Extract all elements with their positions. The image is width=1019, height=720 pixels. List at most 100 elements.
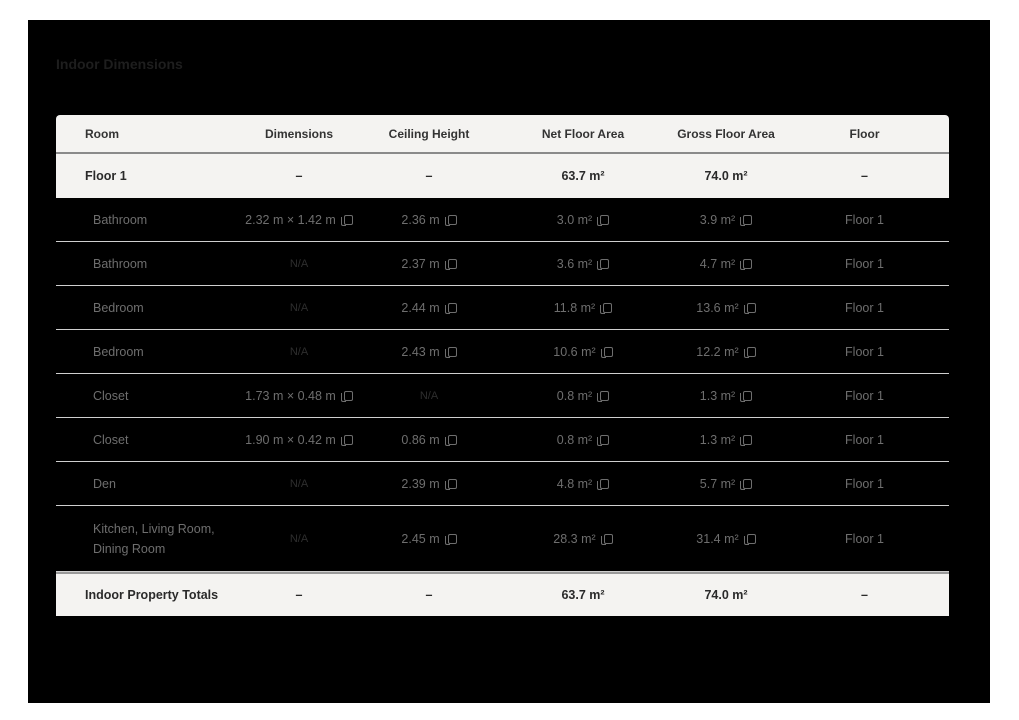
dimensions-cell: 2.32 m × 1.42 m <box>234 213 364 227</box>
floor: Floor 1 <box>845 256 884 271</box>
table-row: Bedroom N/A 2.44 m 11.8 m² 13.6 m² Floor 1 <box>56 286 949 330</box>
floor-ceiling: – <box>425 169 433 183</box>
ceiling-height: 2.36 m <box>401 212 440 227</box>
floor-name: Floor 1 <box>85 169 127 183</box>
floor-net-area: 63.7 m² <box>561 169 605 183</box>
copy-icon[interactable] <box>746 346 756 357</box>
floor-cell: Floor 1 <box>780 433 949 447</box>
copy-icon[interactable] <box>603 533 613 544</box>
floor-cell: Floor 1 <box>780 257 949 271</box>
net-floor-area: 3.6 m² <box>556 256 593 271</box>
copy-icon[interactable] <box>603 346 613 357</box>
copy-icon[interactable] <box>343 434 353 445</box>
table-row: Closet 1.73 m × 0.48 m N/A 0.8 m² 1.3 m² Floo… <box>56 374 949 418</box>
dimensions: 2.32 m × 1.42 m <box>245 212 336 227</box>
dimensions-cell: N/A <box>234 533 364 545</box>
room-name: Closet <box>93 432 129 447</box>
floor-cell: Floor 1 <box>780 345 949 359</box>
ceiling-height-cell: 2.44 m <box>364 301 494 315</box>
floor-dimensions: – <box>295 169 303 183</box>
gross-floor-area-cell: 31.4 m² <box>672 532 780 546</box>
dimensions-cell: 1.90 m × 0.42 m <box>234 433 364 447</box>
gross-floor-area-cell: 1.3 m² <box>672 433 780 447</box>
copy-icon[interactable] <box>746 302 756 313</box>
copy-icon[interactable] <box>600 214 610 225</box>
column-header-floor: Floor <box>849 126 880 141</box>
gross-floor-area-cell: 3.9 m² <box>672 213 780 227</box>
floor: Floor 1 <box>845 531 884 546</box>
dimensions: N/A <box>289 257 309 270</box>
gross-floor-area: 31.4 m² <box>696 531 739 546</box>
totals-label: Indoor Property Totals <box>85 588 219 602</box>
copy-icon[interactable] <box>743 478 753 489</box>
copy-icon[interactable] <box>447 214 457 225</box>
ceiling-height: 2.45 m <box>401 531 440 546</box>
ceiling-height: 2.39 m <box>401 476 440 491</box>
copy-icon[interactable] <box>600 390 610 401</box>
dimensions: 1.90 m × 0.42 m <box>245 432 336 447</box>
net-floor-area: 28.3 m² <box>553 531 596 546</box>
copy-icon[interactable] <box>343 390 353 401</box>
floor-group-row: Floor 1 – – 63.7 m² 74.0 m² – <box>56 154 949 198</box>
floor: Floor 1 <box>845 432 884 447</box>
floor-cell: Floor 1 <box>780 477 949 491</box>
copy-icon[interactable] <box>743 214 753 225</box>
dimensions: N/A <box>289 532 309 545</box>
net-floor-area-cell: 0.8 m² <box>494 433 672 447</box>
net-floor-area: 0.8 m² <box>556 432 593 447</box>
column-header-net-floor-area: Net Floor Area <box>541 126 625 141</box>
copy-icon[interactable] <box>746 533 756 544</box>
copy-icon[interactable] <box>743 434 753 445</box>
totals-row: Indoor Property Totals – – 63.7 m² 74.0 … <box>56 572 949 616</box>
copy-icon[interactable] <box>743 390 753 401</box>
dimensions: N/A <box>289 301 309 314</box>
copy-icon[interactable] <box>600 434 610 445</box>
copy-icon[interactable] <box>447 346 457 357</box>
net-floor-area-cell: 11.8 m² <box>494 301 672 315</box>
ceiling-height-cell: 2.43 m <box>364 345 494 359</box>
copy-icon[interactable] <box>447 533 457 544</box>
dimensions: N/A <box>289 477 309 490</box>
room-name-cell: Closet <box>56 430 234 450</box>
ceiling-height-cell: 2.37 m <box>364 257 494 271</box>
dimensions: N/A <box>289 345 309 358</box>
copy-icon[interactable] <box>603 302 613 313</box>
ceiling-height-cell: 2.39 m <box>364 477 494 491</box>
copy-icon[interactable] <box>447 434 457 445</box>
ceiling-height: 2.44 m <box>401 300 440 315</box>
copy-icon[interactable] <box>343 214 353 225</box>
dimensions-cell: 1.73 m × 0.48 m <box>234 389 364 403</box>
gross-floor-area: 1.3 m² <box>699 432 736 447</box>
totals-ceiling: – <box>425 588 433 602</box>
ceiling-height-cell: 2.36 m <box>364 213 494 227</box>
table-row: Bathroom N/A 2.37 m 3.6 m² 4.7 m² Floor 1 <box>56 242 949 286</box>
column-header-gross-floor-area: Gross Floor Area <box>677 126 775 141</box>
copy-icon[interactable] <box>447 302 457 313</box>
copy-icon[interactable] <box>447 258 457 269</box>
floor: Floor 1 <box>845 300 884 315</box>
ceiling-height-cell: 0.86 m <box>364 433 494 447</box>
table-row: Kitchen, Living Room, Dining Room N/A 2.45… <box>56 506 949 572</box>
gross-floor-area: 12.2 m² <box>696 344 739 359</box>
room-name: Bedroom <box>93 344 144 359</box>
copy-icon[interactable] <box>600 258 610 269</box>
net-floor-area: 0.8 m² <box>556 388 593 403</box>
net-floor-area-cell: 0.8 m² <box>494 389 672 403</box>
room-name: Kitchen, Living Room, Dining Room <box>93 521 215 556</box>
room-name-cell: Bedroom <box>56 342 234 362</box>
gross-floor-area: 3.9 m² <box>699 212 736 227</box>
gross-floor-area: 5.7 m² <box>699 476 736 491</box>
room-name-cell: Den <box>56 474 234 494</box>
ceiling-height-cell: N/A <box>364 390 494 402</box>
dimensions: 1.73 m × 0.48 m <box>245 388 336 403</box>
copy-icon[interactable] <box>743 258 753 269</box>
copy-icon[interactable] <box>447 478 457 489</box>
copy-icon[interactable] <box>600 478 610 489</box>
column-header-ceiling-height: Ceiling Height <box>388 126 470 141</box>
gross-floor-area: 4.7 m² <box>699 256 736 271</box>
ceiling-height: N/A <box>419 389 439 402</box>
column-header-dimensions: Dimensions <box>264 126 333 141</box>
floor-cell: Floor 1 <box>780 532 949 546</box>
net-floor-area: 11.8 m² <box>553 300 596 315</box>
ceiling-height: 2.43 m <box>401 344 440 359</box>
